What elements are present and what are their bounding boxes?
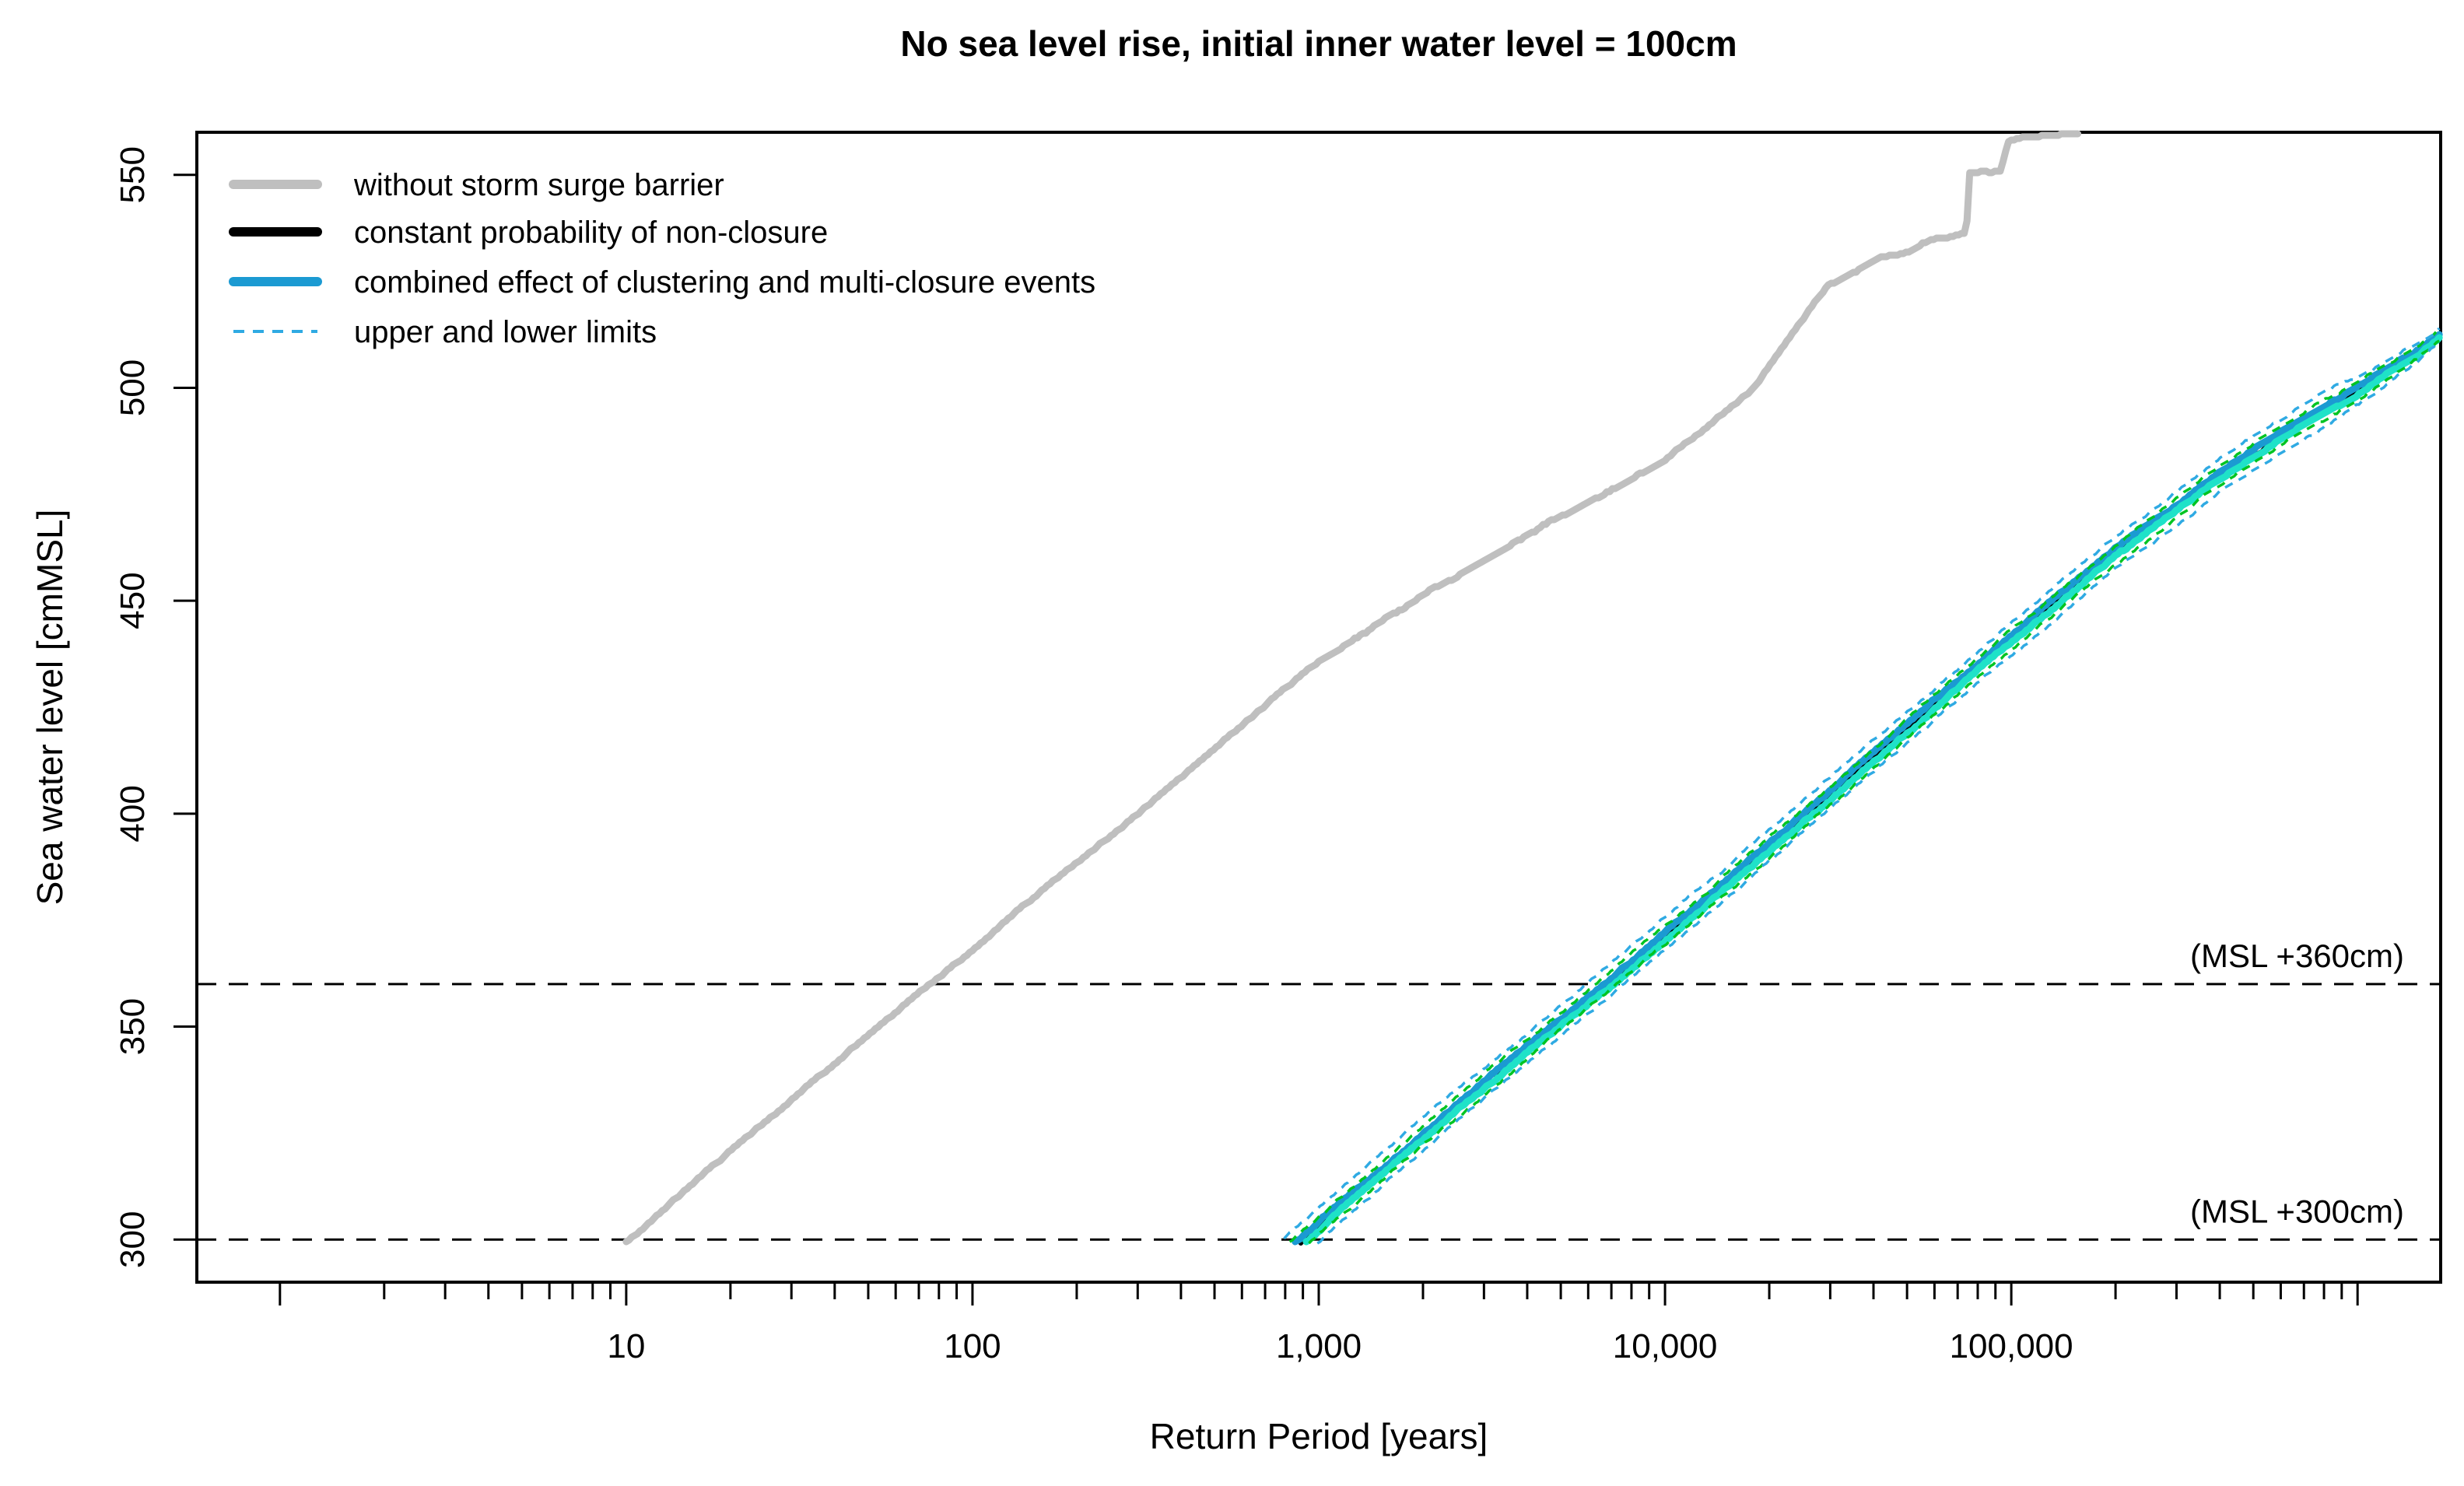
series-lower-limit-green-dashed	[1308, 339, 2441, 1245]
x-tick-label: 100,000	[1950, 1327, 2073, 1365]
series-combined-effect-blue	[1292, 331, 2443, 1246]
ref-line-label-360: (MSL +360cm)	[2190, 938, 2404, 974]
y-tick-label: 550	[114, 146, 152, 203]
legend-label-1: constant probability of non-closure	[354, 216, 828, 250]
series-combined-effect-turquoise	[1302, 334, 2443, 1246]
legend-label-0: without storm surge barrier	[353, 168, 724, 202]
legend-label-3: upper and lower limits	[354, 315, 657, 349]
plot-area-border	[195, 131, 2442, 1284]
x-tick-label: 100	[944, 1327, 1001, 1365]
x-tick-label: 10	[607, 1327, 645, 1365]
x-tick-label: 1,000	[1276, 1327, 1362, 1365]
series-lower-limit-blue-dashed	[1316, 339, 2441, 1245]
series-upper-limit-green-dashed	[1288, 328, 2441, 1243]
y-axis-title: Sea water level [cmMSL]	[30, 510, 70, 906]
y-tick-label: 500	[114, 359, 152, 416]
y-tick-label: 400	[114, 785, 152, 842]
legend-label-2: combined effect of clustering and multi-…	[354, 265, 1095, 300]
x-axis-title: Return Period [years]	[1150, 1416, 1488, 1456]
y-tick-label: 300	[114, 1211, 152, 1268]
y-tick-label: 350	[114, 998, 152, 1055]
reference-line-labels: (MSL +360cm) (MSL +300cm)	[2190, 938, 2404, 1229]
data-series	[622, 130, 2443, 1246]
legend: without storm surge barrier constant prob…	[229, 168, 1095, 349]
series-without-storm-surge-barrier	[622, 130, 2082, 1246]
ref-line-label-300: (MSL +300cm)	[2190, 1193, 2404, 1229]
series-upper-limit-blue-dashed	[1283, 327, 2441, 1240]
reference-lines	[197, 983, 2441, 1241]
chart-title: No sea level rise, initial inner water l…	[900, 23, 1737, 64]
axis-ticks: 10 100 1,000 10,000 100,000 300 350 400 450 500 55…	[114, 146, 2359, 1365]
y-tick-label: 450	[114, 572, 152, 629]
x-tick-label: 10,000	[1613, 1327, 1718, 1365]
